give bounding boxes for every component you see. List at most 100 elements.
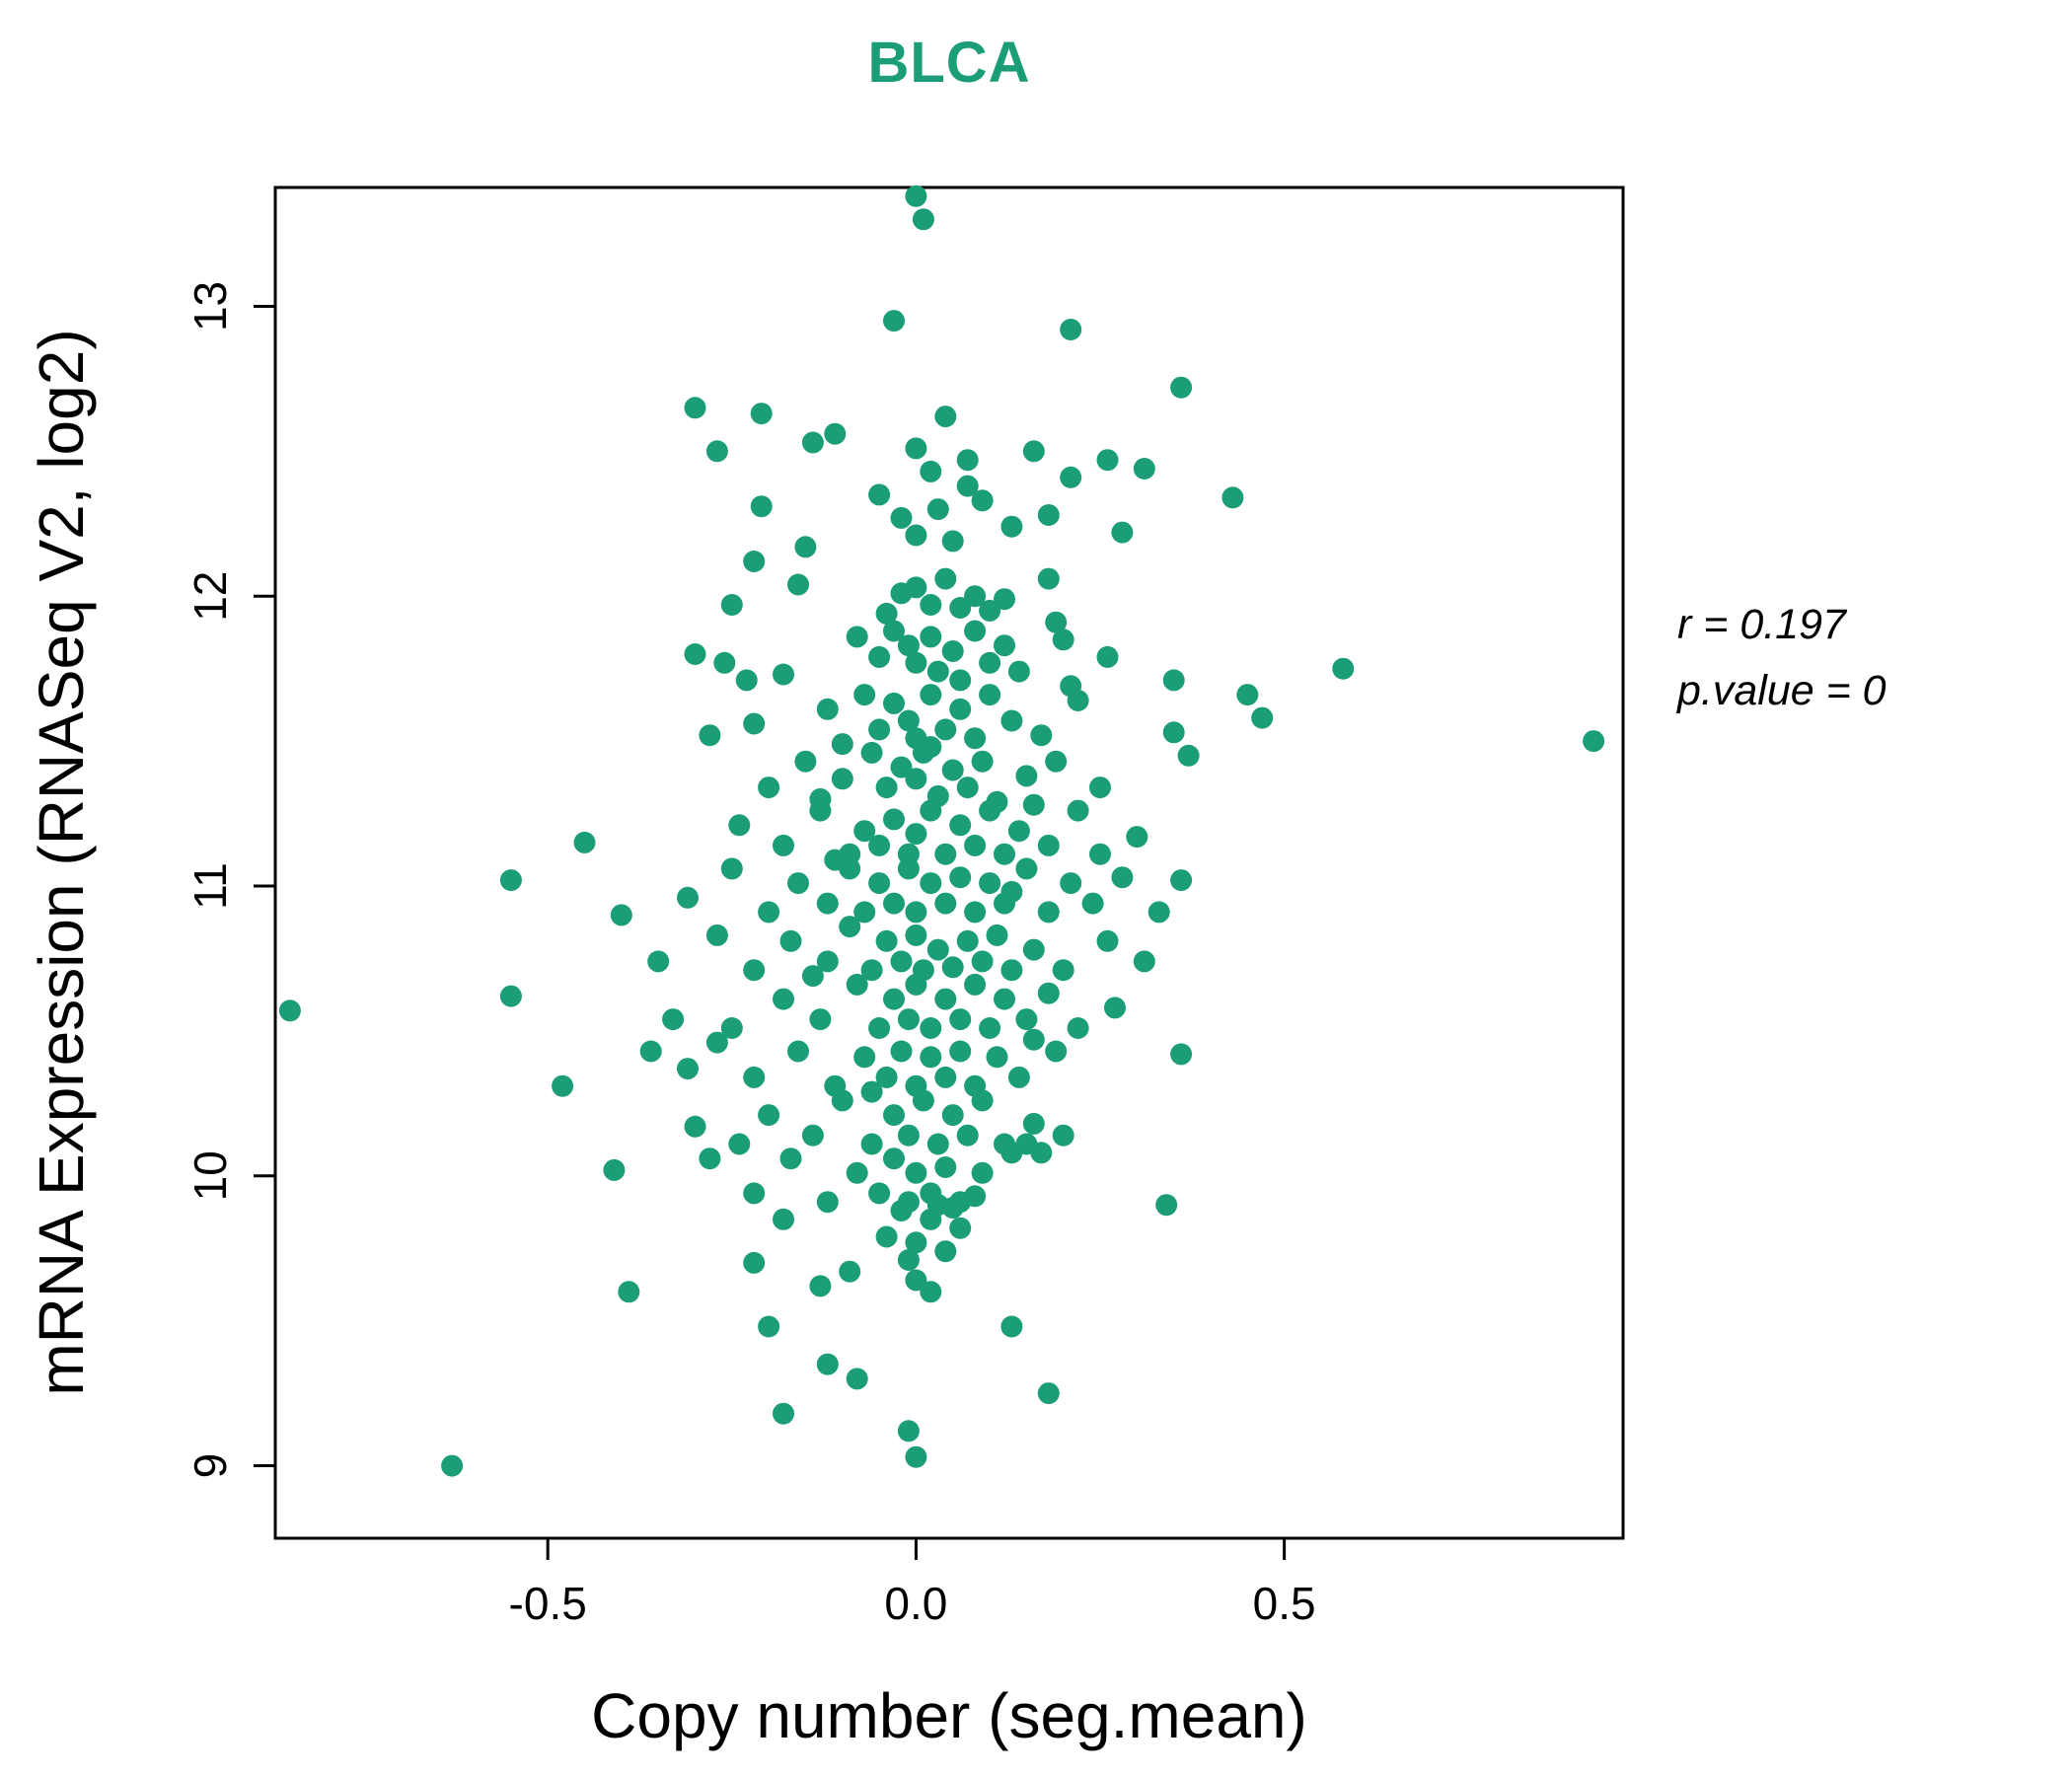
- data-point: [816, 1191, 839, 1214]
- data-point: [883, 1147, 905, 1170]
- data-point: [897, 634, 920, 657]
- data-point: [1089, 777, 1111, 799]
- data-point: [920, 626, 942, 648]
- data-point: [897, 1249, 920, 1271]
- data-point: [1037, 1382, 1060, 1405]
- data-point: [773, 834, 794, 856]
- data-point: [787, 872, 809, 895]
- data-point: [875, 602, 898, 625]
- data-point: [758, 777, 780, 799]
- data-point: [639, 1040, 662, 1063]
- data-point: [499, 985, 522, 1007]
- data-point: [801, 431, 824, 454]
- data-point: [779, 1147, 802, 1170]
- data-point: [890, 756, 913, 778]
- data-point: [1081, 892, 1104, 915]
- data-point: [831, 733, 853, 756]
- data-point: [920, 799, 942, 822]
- data-point: [949, 1008, 972, 1031]
- data-point: [1170, 376, 1193, 399]
- data-point: [905, 1269, 927, 1292]
- y-axis-label: mRNA Expression (RNASeq V2, log2): [26, 329, 97, 1396]
- data-point: [1067, 1017, 1089, 1039]
- data-point: [875, 1225, 898, 1248]
- data-point: [816, 1353, 839, 1375]
- data-point: [743, 1251, 766, 1274]
- y-tick-label: 9: [185, 1453, 236, 1479]
- data-point: [1000, 1315, 1023, 1338]
- data-point: [883, 692, 905, 714]
- data-point: [1007, 1066, 1030, 1088]
- data-point: [728, 1133, 751, 1155]
- data-point: [1000, 1142, 1023, 1164]
- data-point: [964, 834, 987, 856]
- data-point: [1022, 1028, 1045, 1051]
- data-point: [1000, 880, 1023, 903]
- data-point: [853, 1046, 876, 1069]
- data-point: [890, 1200, 913, 1221]
- data-point: [1022, 440, 1045, 463]
- data-point: [735, 669, 758, 692]
- data-point: [934, 718, 957, 741]
- data-point: [897, 709, 920, 732]
- data-point: [1162, 669, 1185, 692]
- data-point: [773, 663, 794, 686]
- data-point: [677, 886, 699, 909]
- data-point: [1104, 997, 1126, 1019]
- data-point: [1332, 657, 1355, 680]
- data-point: [934, 1066, 957, 1088]
- data-point: [1162, 721, 1185, 744]
- data-point: [824, 422, 847, 445]
- data-point: [1111, 866, 1134, 889]
- data-point: [926, 1194, 949, 1217]
- data-point: [934, 1240, 957, 1263]
- data-point: [1015, 765, 1038, 787]
- data-point: [1052, 629, 1074, 651]
- data-point: [750, 495, 773, 518]
- data-point: [758, 1315, 780, 1338]
- data-point: [897, 857, 920, 880]
- data-point: [949, 1217, 972, 1239]
- data-point: [956, 929, 979, 952]
- data-point: [278, 999, 301, 1022]
- data-point: [890, 1040, 913, 1063]
- data-point: [883, 1104, 905, 1127]
- data-point: [890, 950, 913, 973]
- data-point: [949, 866, 972, 889]
- data-point: [1170, 869, 1193, 892]
- data-point: [941, 956, 964, 979]
- data-point: [949, 597, 972, 619]
- correlation-annotation: r = 0.197 p.value = 0: [1677, 592, 1887, 723]
- data-point: [920, 460, 942, 482]
- data-point: [868, 645, 891, 668]
- data-point: [677, 1058, 699, 1080]
- data-point: [809, 1275, 832, 1297]
- data-point: [905, 924, 927, 946]
- data-point: [1037, 901, 1060, 924]
- data-point: [773, 988, 794, 1010]
- data-point: [979, 799, 1001, 822]
- data-point: [441, 1454, 464, 1477]
- data-point: [839, 916, 861, 938]
- data-point: [912, 1089, 934, 1112]
- data-point: [713, 651, 736, 674]
- data-point: [1060, 872, 1082, 895]
- data-point: [853, 820, 876, 843]
- data-point: [853, 684, 876, 706]
- data-point: [964, 585, 987, 608]
- data-point: [949, 1040, 972, 1063]
- data-point: [1111, 521, 1134, 544]
- data-point: [1045, 750, 1068, 773]
- data-point: [699, 724, 721, 747]
- data-point: [1045, 611, 1068, 633]
- data-point: [986, 924, 1008, 946]
- data-point: [971, 950, 994, 973]
- data-point: [1030, 1142, 1053, 1164]
- data-point: [1060, 319, 1082, 340]
- data-point: [1133, 950, 1155, 973]
- data-point: [905, 823, 927, 846]
- y-tick-label: 12: [185, 571, 236, 622]
- data-point: [1052, 1124, 1074, 1147]
- p-value-text: p.value = 0: [1677, 666, 1887, 714]
